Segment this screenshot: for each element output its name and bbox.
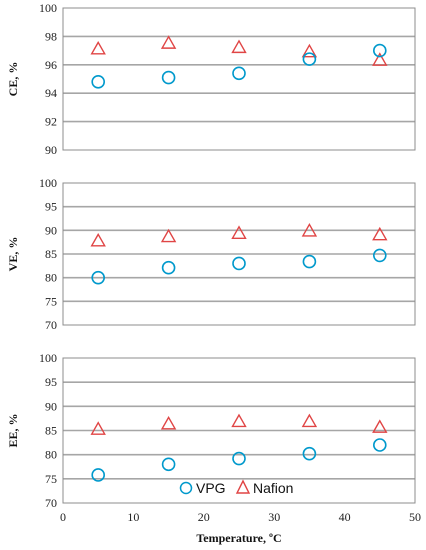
panel-1: 90 92 94 96 98 100 CE, % bbox=[6, 1, 416, 157]
x-tick-label: 20 bbox=[198, 510, 210, 524]
vpg-point bbox=[91, 75, 105, 89]
y-tick-label: 95 bbox=[45, 200, 57, 214]
y-axis-label: VE, % bbox=[6, 237, 20, 272]
y-tick-label: 75 bbox=[45, 472, 57, 486]
y-tick-label: 70 bbox=[45, 496, 57, 510]
y-tick-label: 80 bbox=[45, 271, 57, 285]
vpg-point bbox=[161, 70, 176, 85]
y-tick-label: 94 bbox=[45, 86, 57, 100]
plot-frame bbox=[62, 357, 416, 504]
y-tick-label: 100 bbox=[39, 176, 57, 190]
nafion-point bbox=[372, 52, 388, 66]
x-tick-label: 40 bbox=[339, 510, 351, 524]
y-tick-label: 80 bbox=[45, 448, 57, 462]
y-tick-label: 95 bbox=[45, 375, 57, 389]
vpg-point bbox=[91, 468, 105, 482]
y-tick-label: 98 bbox=[45, 29, 57, 43]
nafion-point bbox=[372, 419, 388, 433]
legend-vpg-marker bbox=[179, 481, 193, 495]
y-tick-label: 90 bbox=[45, 143, 57, 157]
vpg-point bbox=[372, 248, 387, 263]
nafion-point bbox=[231, 39, 247, 54]
vpg-point bbox=[232, 256, 246, 271]
nafion-point bbox=[90, 40, 106, 55]
vpg-point bbox=[91, 270, 105, 285]
y-tick-label: 75 bbox=[45, 294, 57, 308]
nafion-point bbox=[231, 413, 247, 428]
nafion-point bbox=[160, 35, 177, 49]
panel-3: 70 75 80 85 90 95 100 EE, % 0 10 20 30 40 50 Temperatu… bbox=[6, 351, 421, 545]
vpg-point bbox=[232, 66, 246, 81]
vpg-point bbox=[161, 457, 176, 472]
y-tick-label: 85 bbox=[45, 424, 57, 438]
panel-2: 70 75 80 85 90 95 100 VE, % bbox=[6, 176, 416, 332]
y-tick-label: 96 bbox=[45, 58, 57, 72]
x-tick-label: 10 bbox=[127, 510, 139, 524]
legend: VPG Nafion bbox=[179, 479, 293, 496]
nafion-point bbox=[372, 226, 388, 241]
vpg-point bbox=[232, 451, 246, 466]
nafion-point bbox=[90, 421, 106, 435]
vpg-point bbox=[161, 260, 176, 275]
nafion-point bbox=[160, 415, 177, 430]
y-axis-label: EE, % bbox=[6, 413, 20, 447]
x-axis-label: Temperature, ºC bbox=[196, 531, 281, 545]
y-tick-label: 85 bbox=[45, 247, 57, 261]
nafion-point bbox=[160, 228, 177, 243]
y-axis-label: CE, % bbox=[6, 62, 20, 97]
x-tick-label: 30 bbox=[268, 510, 280, 524]
y-tick-label: 90 bbox=[45, 399, 57, 413]
legend-vpg-label: VPG bbox=[196, 480, 226, 496]
nafion-point bbox=[301, 223, 318, 237]
y-tick-label: 92 bbox=[45, 115, 57, 129]
y-tick-label: 100 bbox=[39, 351, 57, 365]
nafion-point bbox=[301, 43, 318, 58]
y-tick-label: 100 bbox=[39, 1, 57, 15]
nafion-point bbox=[301, 413, 318, 428]
x-tick-label: 50 bbox=[409, 510, 421, 524]
vpg-point bbox=[302, 446, 317, 461]
legend-nafion-marker bbox=[235, 479, 251, 494]
y-tick-label: 90 bbox=[45, 223, 57, 237]
plot-frame bbox=[62, 182, 416, 326]
vpg-point bbox=[372, 438, 387, 452]
nafion-point bbox=[90, 232, 106, 247]
plot-frame bbox=[62, 7, 416, 151]
x-tick-label: 0 bbox=[60, 510, 66, 524]
nafion-point bbox=[231, 225, 247, 239]
vpg-point bbox=[302, 52, 317, 66]
legend-nafion-label: Nafion bbox=[253, 480, 293, 496]
y-tick-label: 70 bbox=[45, 318, 57, 332]
vpg-point bbox=[302, 254, 317, 269]
vpg-point bbox=[372, 43, 387, 58]
